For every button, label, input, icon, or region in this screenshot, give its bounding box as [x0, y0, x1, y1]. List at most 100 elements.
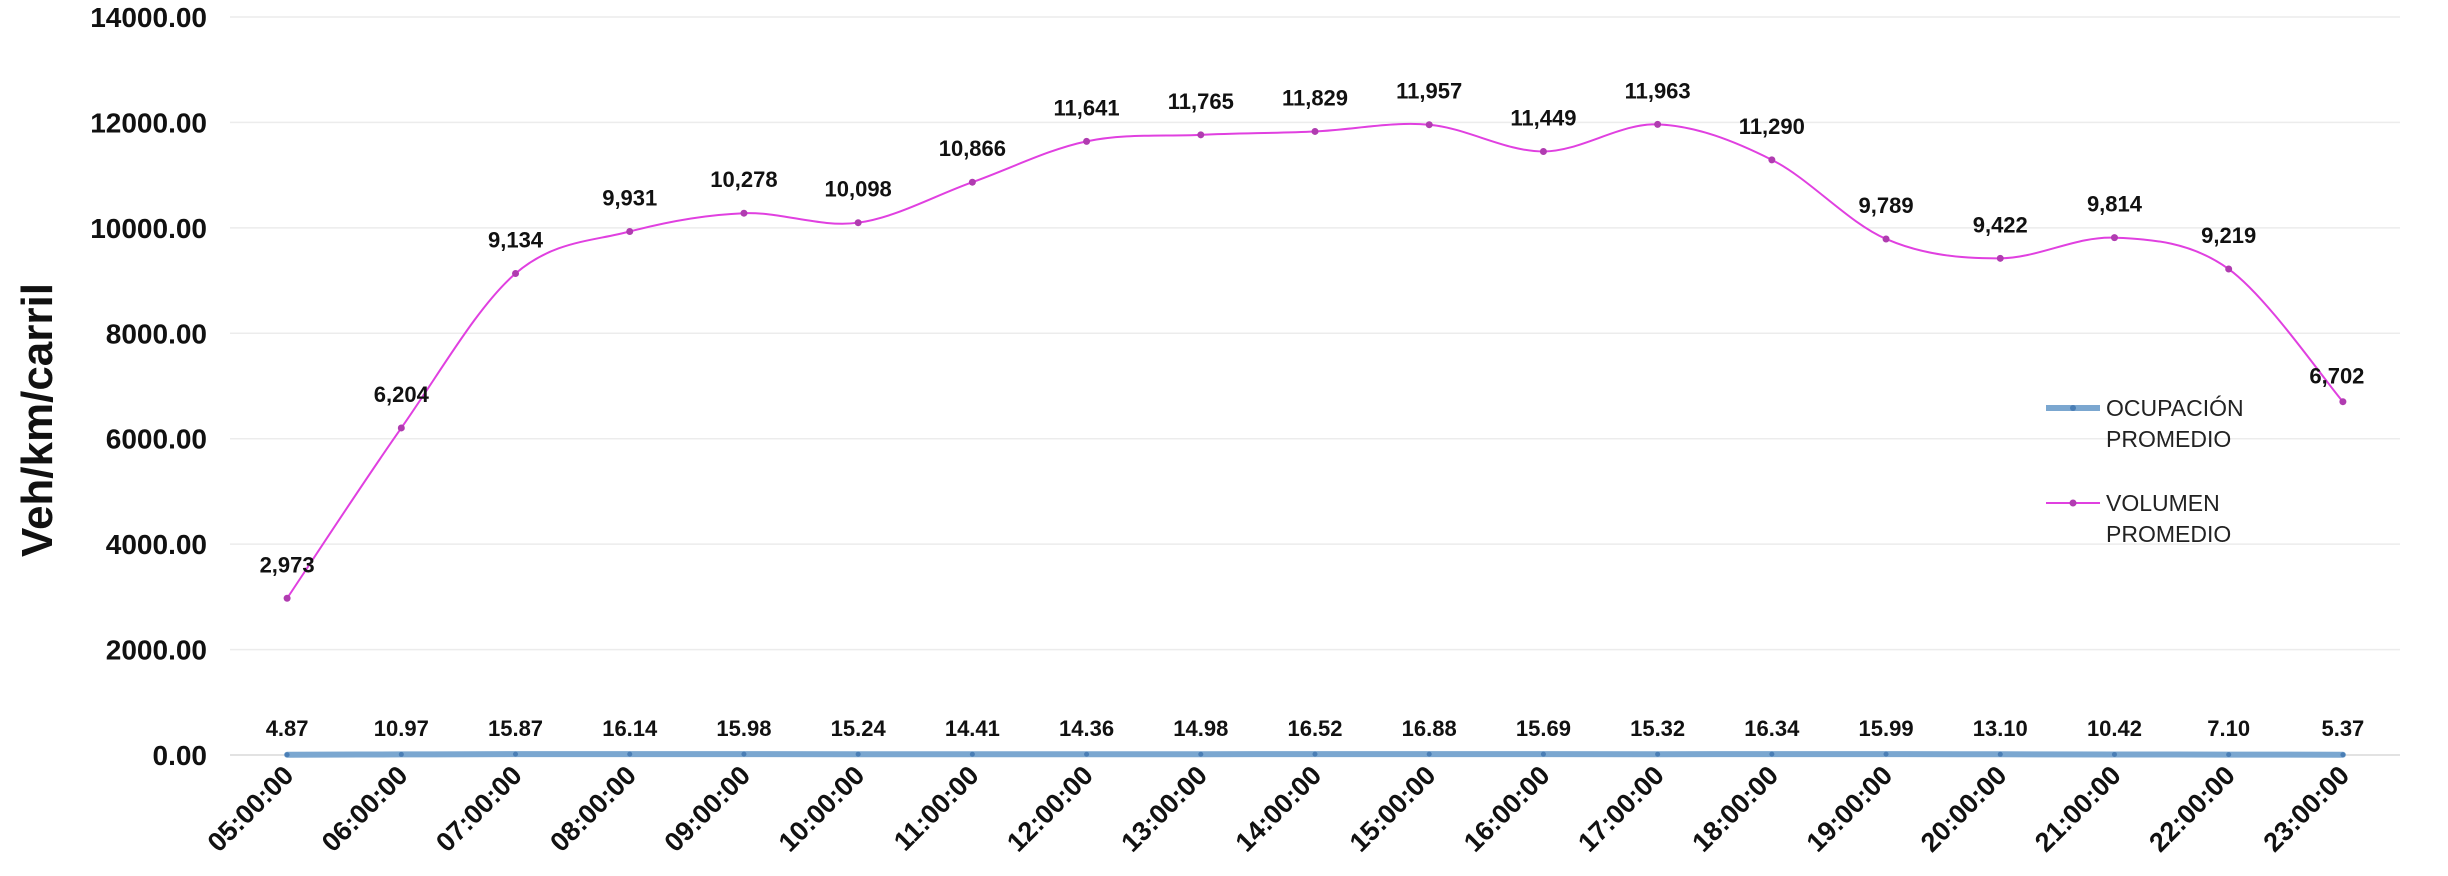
data-label-ocupacion: 14.36 [1059, 716, 1114, 741]
y-tick-label: 10000.00 [90, 213, 207, 244]
data-label-ocupacion: 16.88 [1402, 716, 1457, 741]
data-point-volumen [1539, 147, 1547, 155]
data-point-ocupacion [1198, 751, 1204, 757]
x-tick-label: 21:00:00 [2029, 760, 2127, 858]
data-label-volumen: 9,814 [2087, 192, 2143, 217]
data-point-ocupacion [398, 751, 404, 757]
data-label-ocupacion: 15.69 [1516, 716, 1571, 741]
data-label-ocupacion: 13.10 [1973, 716, 2028, 741]
series-volumen-promedio: 2,973 6,204 9,134 9,931 10,278 10,098 10,866 11… [260, 78, 2364, 602]
data-point-ocupacion [741, 751, 747, 757]
y-tick-label: 2000.00 [106, 635, 207, 666]
data-label-ocupacion: 16.34 [1744, 716, 1800, 741]
data-point-ocupacion [284, 752, 290, 758]
y-tick-label: 8000.00 [106, 318, 207, 349]
data-label-volumen: 11,765 [1168, 89, 1234, 114]
data-point-volumen [968, 178, 976, 186]
x-tick-label: 11:00:00 [888, 760, 985, 857]
data-point-volumen [2225, 265, 2233, 273]
data-label-volumen: 10,278 [710, 167, 777, 192]
data-point-ocupacion [1997, 751, 2003, 757]
data-label-volumen: 9,422 [1973, 212, 2028, 237]
x-tick-label: 17:00:00 [1572, 760, 1670, 858]
x-tick-label: 10:00:00 [773, 760, 871, 858]
data-label-volumen: 10,866 [939, 136, 1006, 161]
data-label-ocupacion: 7.10 [2207, 716, 2250, 741]
data-label-ocupacion: 15.24 [831, 716, 887, 741]
data-point-ocupacion [1426, 751, 1432, 757]
x-tick-label: 22:00:00 [2143, 760, 2241, 858]
data-label-ocupacion: 14.98 [1173, 716, 1228, 741]
data-point-volumen [740, 209, 748, 217]
x-tick-label: 13:00:00 [1115, 760, 1213, 858]
x-tick-label: 15:00:00 [1344, 760, 1442, 858]
series-line-volumen [286, 122, 2344, 599]
x-tick-label: 07:00:00 [430, 760, 528, 858]
x-tick-label: 12:00:00 [1001, 760, 1099, 858]
legend-label-ocupacion-line2: PROMEDIO [2106, 426, 2231, 452]
gridlines [230, 16, 2400, 651]
x-tick-label: 05:00:00 [202, 760, 300, 858]
series-ocupacion-promedio: 4.87 10.97 15.87 16.14 15.98 15.24 14.41 14.36 1… [266, 716, 2364, 758]
data-label-volumen: 11,963 [1625, 78, 1691, 103]
data-label-ocupacion: 15.32 [1630, 716, 1685, 741]
data-label-volumen: 9,134 [488, 228, 544, 253]
y-tick-label: 12000.00 [90, 107, 207, 138]
x-tick-label: 09:00:00 [659, 760, 757, 858]
data-point-ocupacion [1769, 751, 1775, 757]
data-label-volumen: 9,931 [602, 185, 657, 210]
data-point-ocupacion [627, 751, 633, 757]
data-label-volumen: 11,290 [1739, 114, 1805, 139]
legend: OCUPACIÓN PROMEDIO VOLUMEN PROMEDIO [2046, 395, 2244, 547]
y-tick-label: 4000.00 [106, 529, 207, 560]
data-label-ocupacion: 15.99 [1859, 716, 1914, 741]
data-label-volumen: 11,829 [1282, 85, 1348, 110]
data-point-volumen [512, 270, 520, 278]
x-tick-label: 18:00:00 [1686, 760, 1784, 858]
data-point-ocupacion [2111, 751, 2117, 757]
data-point-volumen [1425, 121, 1433, 129]
data-label-volumen: 2,973 [260, 552, 315, 577]
data-point-volumen [626, 227, 634, 235]
data-point-volumen [2110, 234, 2118, 242]
data-point-volumen [283, 594, 291, 602]
data-label-ocupacion: 16.14 [602, 716, 658, 741]
data-label-volumen: 6,702 [2309, 364, 2364, 389]
y-axis-label: Veh/km/carril [13, 283, 62, 557]
data-point-ocupacion [513, 751, 519, 757]
legend-marker-volumen [2069, 499, 2077, 507]
x-axis-ticks: 05:00:00 06:00:00 07:00:00 08:00:00 09:00:00… [202, 760, 2355, 858]
data-label-ocupacion: 10.97 [374, 716, 429, 741]
y-tick-label: 6000.00 [106, 424, 207, 455]
y-tick-label: 14000.00 [90, 2, 207, 33]
legend-label-volumen-line1: VOLUMEN [2106, 490, 2220, 516]
data-point-ocupacion [1655, 751, 1661, 757]
y-axis-ticks: 0.00 2000.00 4000.00 6000.00 8000.00 10000.00… [90, 2, 207, 771]
data-label-volumen: 11,957 [1396, 79, 1462, 104]
x-tick-label: 20:00:00 [1915, 760, 2013, 858]
data-point-volumen [397, 424, 405, 432]
x-tick-label: 06:00:00 [316, 760, 414, 858]
data-label-ocupacion: 15.87 [488, 716, 543, 741]
data-point-volumen [854, 219, 862, 227]
legend-label-ocupacion-line1: OCUPACIÓN [2106, 395, 2244, 421]
data-label-ocupacion: 16.52 [1287, 716, 1342, 741]
data-label-ocupacion: 5.37 [2321, 716, 2364, 741]
data-point-volumen [1311, 127, 1319, 135]
y-tick-label: 0.00 [153, 740, 208, 771]
data-point-ocupacion [2340, 752, 2346, 758]
data-label-volumen: 6,204 [374, 382, 430, 407]
data-point-ocupacion [855, 751, 861, 757]
data-point-volumen [1768, 156, 1776, 164]
data-label-volumen: 9,219 [2201, 223, 2256, 248]
data-point-ocupacion [1312, 751, 1318, 757]
data-point-ocupacion [2226, 752, 2232, 758]
data-label-ocupacion: 14.41 [945, 716, 1000, 741]
data-label-ocupacion: 15.98 [716, 716, 771, 741]
data-point-volumen [1996, 254, 2004, 262]
data-point-volumen [1197, 131, 1205, 139]
data-label-ocupacion: 4.87 [266, 716, 309, 741]
data-label-volumen: 11,449 [1510, 105, 1576, 130]
data-point-volumen [1654, 120, 1662, 128]
